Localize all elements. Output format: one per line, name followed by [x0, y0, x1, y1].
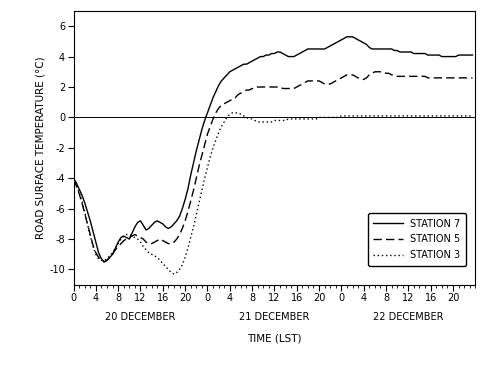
STATION 3	[361, 114, 367, 118]
STATION 7	[361, 41, 367, 45]
Line: STATION 5: STATION 5	[74, 72, 472, 262]
STATION 7	[344, 35, 350, 39]
STATION 7	[397, 50, 403, 54]
STATION 3	[98, 258, 104, 262]
Text: 21 DECEMBER: 21 DECEMBER	[239, 312, 310, 322]
STATION 5	[101, 260, 107, 264]
STATION 7	[101, 260, 107, 264]
STATION 7	[403, 50, 409, 54]
STATION 5	[397, 74, 403, 78]
STATION 3	[71, 176, 76, 180]
Text: 20 DECEMBER: 20 DECEMBER	[105, 312, 175, 322]
STATION 7	[98, 257, 104, 261]
STATION 3	[469, 114, 475, 118]
STATION 5	[98, 258, 104, 262]
STATION 5	[372, 70, 378, 74]
STATION 5	[71, 178, 76, 182]
STATION 3	[403, 114, 409, 118]
Line: STATION 3: STATION 3	[74, 113, 472, 274]
Text: 22 DECEMBER: 22 DECEMBER	[373, 312, 443, 322]
STATION 3	[129, 234, 135, 238]
Text: TIME (LST): TIME (LST)	[247, 334, 302, 344]
STATION 7	[132, 225, 138, 229]
STATION 5	[469, 76, 475, 80]
Line: STATION 7: STATION 7	[74, 37, 472, 262]
STATION 7	[71, 176, 76, 180]
STATION 5	[358, 77, 364, 82]
STATION 5	[403, 74, 409, 78]
STATION 7	[196, 138, 202, 142]
Legend: STATION 7, STATION 5, STATION 3: STATION 7, STATION 5, STATION 3	[368, 213, 466, 266]
STATION 5	[132, 233, 138, 237]
STATION 3	[196, 200, 202, 205]
Y-axis label: ROAD SURFACE TEMPERATURE (°C): ROAD SURFACE TEMPERATURE (°C)	[35, 57, 45, 239]
STATION 5	[196, 164, 202, 168]
STATION 3	[230, 111, 236, 115]
STATION 7	[469, 53, 475, 57]
STATION 3	[397, 114, 403, 118]
STATION 3	[171, 272, 177, 276]
